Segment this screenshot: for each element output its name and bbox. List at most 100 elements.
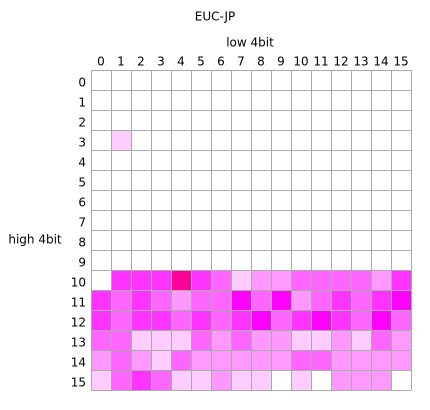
cell — [191, 210, 211, 230]
y-tick-label: 5 — [78, 176, 86, 190]
cell — [351, 330, 371, 350]
cell — [171, 230, 191, 250]
cell — [391, 350, 411, 370]
cell — [171, 310, 191, 330]
cell — [271, 110, 291, 130]
cell — [351, 350, 371, 370]
cells — [91, 70, 411, 390]
cell — [331, 150, 351, 170]
cell — [111, 210, 131, 230]
cell — [91, 370, 111, 390]
cell — [151, 90, 171, 110]
y-tick-label: 7 — [78, 216, 86, 230]
cell — [111, 70, 131, 90]
cell — [331, 170, 351, 190]
cell — [271, 330, 291, 350]
cell — [231, 290, 251, 310]
cell — [131, 230, 151, 250]
cell — [231, 370, 251, 390]
cell — [191, 230, 211, 250]
x-tick-label: 0 — [97, 55, 105, 69]
x-tick-label: 1 — [117, 55, 125, 69]
cell — [331, 70, 351, 90]
cell — [271, 370, 291, 390]
cell — [91, 190, 111, 210]
cell — [131, 350, 151, 370]
cell — [391, 130, 411, 150]
cell — [371, 150, 391, 170]
cell — [171, 190, 191, 210]
cell — [271, 170, 291, 190]
cell — [211, 130, 231, 150]
cell — [371, 90, 391, 110]
y-tick-label: 10 — [71, 276, 86, 290]
cell — [151, 290, 171, 310]
cell — [371, 270, 391, 290]
cell — [311, 290, 331, 310]
cell — [151, 170, 171, 190]
cell — [231, 270, 251, 290]
x-tick-label: 13 — [353, 55, 368, 69]
cell — [151, 370, 171, 390]
cell — [311, 330, 331, 350]
cell — [91, 290, 111, 310]
cell — [131, 150, 151, 170]
cell — [391, 250, 411, 270]
cell — [291, 290, 311, 310]
cell — [151, 130, 171, 150]
cell — [311, 130, 331, 150]
cell — [311, 310, 331, 330]
cell — [131, 370, 151, 390]
cell — [331, 210, 351, 230]
cell — [191, 330, 211, 350]
cell — [371, 230, 391, 250]
cell — [131, 290, 151, 310]
cell — [291, 350, 311, 370]
cell — [331, 310, 351, 330]
x-tick-label: 3 — [157, 55, 165, 69]
cell — [371, 290, 391, 310]
cell — [111, 330, 131, 350]
cell — [391, 170, 411, 190]
x-tick-label: 4 — [177, 55, 185, 69]
cell — [211, 330, 231, 350]
cell — [391, 370, 411, 390]
cell — [231, 130, 251, 150]
x-tick-label: 6 — [217, 55, 225, 69]
cell — [171, 90, 191, 110]
cell — [91, 130, 111, 150]
cell — [211, 190, 231, 210]
cell — [311, 70, 331, 90]
x-tick-label: 7 — [237, 55, 245, 69]
chart-title: EUC-JP — [195, 10, 236, 24]
cell — [211, 210, 231, 230]
cell — [271, 230, 291, 250]
cell — [371, 350, 391, 370]
cell — [331, 110, 351, 130]
cell — [351, 190, 371, 210]
cell — [311, 370, 331, 390]
cell — [211, 70, 231, 90]
cell — [351, 230, 371, 250]
y-tick-label: 3 — [78, 136, 86, 150]
cell — [251, 330, 271, 350]
cell — [351, 70, 371, 90]
cell — [391, 230, 411, 250]
cell — [91, 170, 111, 190]
cell — [211, 170, 231, 190]
cell — [271, 190, 291, 210]
cell — [351, 150, 371, 170]
cell — [291, 150, 311, 170]
cell — [291, 130, 311, 150]
cell — [191, 90, 211, 110]
cell — [251, 230, 271, 250]
x-tick-label: 11 — [313, 55, 328, 69]
cell — [251, 270, 271, 290]
cell — [391, 190, 411, 210]
cell — [211, 230, 231, 250]
cell — [331, 130, 351, 150]
cell — [131, 210, 151, 230]
cell — [251, 130, 271, 150]
cell — [111, 230, 131, 250]
cell — [351, 90, 371, 110]
